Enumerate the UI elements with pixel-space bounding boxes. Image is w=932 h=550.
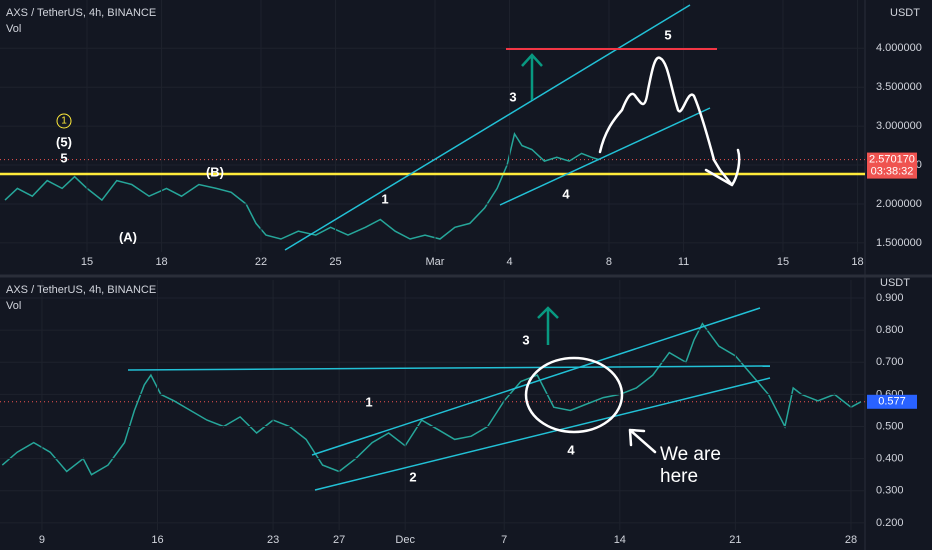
y-tick-label: 0.400 (876, 453, 904, 465)
wave-label: 1 (61, 116, 67, 127)
symbol: AXS / TetherUS, 4h, BINANCE (6, 7, 156, 19)
y-tick-label: 0.900 (876, 292, 904, 304)
wave-label: (A) (119, 229, 137, 244)
wave-label: 3 (509, 89, 516, 104)
arrow (521, 53, 543, 100)
price-tag-label: 0.577 (878, 396, 906, 408)
currency: USDT (890, 7, 920, 19)
wave-label: (5) (56, 134, 72, 149)
x-tick-label: 18 (851, 256, 863, 268)
y-tick-label: 3.000000 (876, 120, 922, 132)
wave-label: 4 (567, 442, 575, 457)
x-tick-label: 9 (39, 534, 45, 546)
top-chart: AXS / TetherUS, 4h, BINANCE Vol USDT 181… (0, 0, 922, 268)
countdown: 03:38:32 (871, 165, 914, 177)
x-tick-label: 8 (606, 256, 612, 268)
bottom-chart: AXS / TetherUS, 4h, BINANCE Vol USDT 28 2… (0, 277, 910, 546)
x-tick-label: 25 (329, 256, 341, 268)
wave-label: 2 (409, 469, 416, 484)
arrow (537, 306, 559, 345)
x-tick-label: 7 (501, 534, 507, 546)
x-tick-label: 18 (155, 256, 167, 268)
x-tick-label: 14 (614, 534, 626, 546)
y-tick-label: 2.000000 (876, 198, 922, 210)
trendline (311, 307, 761, 456)
x-tick-label: 23 (267, 534, 279, 546)
indicator: Vol (6, 300, 21, 312)
hand-circle (524, 356, 624, 434)
x-tick-label: 16 (151, 534, 163, 546)
y-tick-label: 0.700 (876, 356, 904, 368)
price-tag-label: 2.570170 (869, 153, 915, 165)
y-tick-label: 3.500000 (876, 81, 922, 93)
price-tag (867, 394, 917, 409)
x-tick-label: 11 (678, 256, 689, 268)
y-tick-label: 4.000000 (876, 42, 922, 54)
y-tick-label: 0.200 (876, 517, 904, 529)
wave-label: 5 (60, 150, 67, 165)
x-tick-label: 15 (81, 256, 93, 268)
x-tick-label: Mar (426, 256, 445, 268)
currency: USDT (880, 277, 910, 289)
indicator: Vol (6, 23, 21, 35)
wave-label: 3 (522, 332, 529, 347)
symbol: AXS / TetherUS, 4h, BINANCE (6, 284, 156, 296)
callout: We are (660, 444, 721, 465)
y-tick-label: 1.500000 (876, 237, 922, 249)
trendline (127, 365, 771, 371)
price-tag (867, 152, 917, 179)
wave-label: 1 (381, 191, 388, 206)
trendline (284, 4, 691, 251)
wave-label: (B) (206, 164, 224, 179)
y-tick-label: 0.800 (876, 324, 904, 336)
wave-circle (56, 113, 72, 129)
callout: here (660, 466, 698, 487)
hand-arrow (628, 428, 657, 454)
x-tick-label: 4 (506, 256, 512, 268)
x-tick-label: 28 (845, 534, 857, 546)
x-tick-label: 27 (333, 534, 345, 546)
wave-label: 4 (562, 186, 570, 201)
x-tick-label: 15 (777, 256, 789, 268)
x-tick-label: Dec (395, 534, 415, 546)
trendline (499, 107, 711, 206)
x-tick-label: 22 (255, 256, 267, 268)
x-tick-label: 21 (729, 534, 741, 546)
y-tick-label: 0.300 (876, 485, 904, 497)
wave-label: 5 (664, 27, 671, 42)
price-line (4, 132, 600, 240)
trendline (314, 377, 771, 491)
hand-drawing (598, 56, 741, 187)
wave-label: 1 (365, 394, 372, 409)
y-tick-label: 0.500 (876, 420, 904, 432)
